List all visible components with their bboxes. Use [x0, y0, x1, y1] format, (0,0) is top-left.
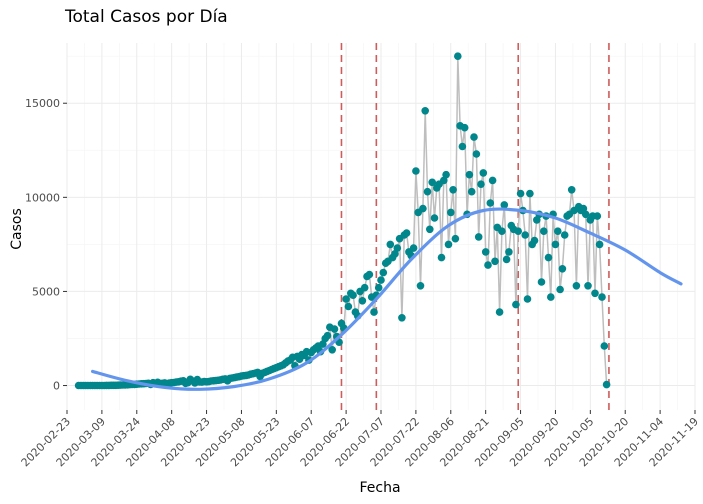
- data-point: [421, 107, 430, 115]
- data-point: [358, 297, 367, 305]
- connecting-line-layer: [78, 56, 608, 387]
- data-point: [349, 291, 357, 300]
- data-point: [595, 240, 604, 249]
- data-point: [502, 255, 511, 264]
- data-point: [498, 227, 506, 235]
- data-point: [523, 295, 532, 303]
- data-point: [444, 240, 453, 249]
- y-axis: 0 5000 10000 15000: [25, 97, 67, 393]
- data-point: [416, 282, 425, 290]
- data-point: [330, 325, 339, 333]
- data-point: [495, 308, 504, 316]
- data-point: [481, 248, 490, 256]
- data-point: [547, 293, 555, 301]
- y-tick-label: 5000: [32, 285, 60, 298]
- data-point: [391, 250, 399, 258]
- data-point: [544, 253, 553, 262]
- data-point: [454, 52, 462, 60]
- data-point: [602, 380, 611, 389]
- data-point: [423, 187, 432, 196]
- data-point: [505, 248, 513, 256]
- data-point: [449, 186, 457, 194]
- data-point: [447, 208, 455, 217]
- data-point: [365, 270, 374, 279]
- data-point: [526, 189, 534, 198]
- data-point: [342, 295, 350, 303]
- y-tick-label: 15000: [25, 97, 60, 110]
- data-point: [419, 204, 427, 213]
- data-point: [572, 282, 581, 290]
- connecting-line: [78, 56, 608, 387]
- data-point: [593, 212, 602, 220]
- data-point: [430, 214, 439, 222]
- data-point: [465, 170, 474, 179]
- data-point: [360, 283, 369, 292]
- data-point: [393, 244, 402, 252]
- data-point: [554, 227, 562, 235]
- data-point: [537, 278, 546, 286]
- x-axis: 2020-02-232020-03-092020-03-242020-04-08…: [19, 410, 701, 469]
- data-point: [323, 331, 332, 340]
- data-point: [370, 308, 378, 316]
- vertical-reference-lines: [340, 43, 610, 410]
- y-tick-label: 0: [53, 380, 60, 393]
- data-point: [426, 225, 434, 234]
- data-point: [477, 180, 485, 188]
- data-point: [486, 199, 495, 207]
- data-point: [600, 342, 609, 350]
- data-point: [474, 233, 483, 241]
- data-point: [500, 201, 509, 209]
- data-point: [412, 167, 420, 175]
- data-point: [551, 240, 560, 249]
- y-tick-label: 10000: [25, 191, 60, 204]
- grid: [66, 43, 696, 410]
- data-point: [460, 123, 469, 132]
- data-point: [440, 176, 448, 185]
- smooth-curve-layer: [91, 207, 683, 391]
- data-point: [344, 302, 353, 311]
- data-point: [584, 282, 592, 290]
- data-point: [458, 142, 467, 151]
- data-point: [579, 204, 588, 213]
- data-point: [591, 289, 599, 298]
- data-point: [428, 178, 437, 187]
- data-point: [328, 346, 337, 354]
- data-point: [560, 231, 569, 239]
- data-point: [479, 169, 488, 177]
- data-point: [402, 229, 411, 237]
- data-point: [567, 186, 576, 194]
- data-point: [556, 285, 564, 294]
- data-point: [374, 283, 383, 292]
- data-point: [558, 265, 567, 273]
- data-point: [386, 240, 395, 249]
- data-point: [467, 187, 476, 196]
- data-point: [598, 293, 606, 301]
- chart-title: Total Casos por Día: [64, 7, 228, 27]
- data-points: [74, 52, 611, 390]
- y-axis-title: Casos: [9, 208, 25, 250]
- data-point: [409, 244, 418, 252]
- data-point: [521, 231, 529, 239]
- data-point: [530, 236, 539, 245]
- data-point: [514, 227, 522, 235]
- data-point: [516, 189, 525, 198]
- data-point: [470, 133, 478, 141]
- x-axis-title: Fecha: [359, 480, 400, 496]
- data-point: [484, 261, 492, 269]
- data-point: [540, 227, 548, 235]
- data-point: [451, 234, 460, 243]
- data-point: [398, 314, 406, 322]
- data-point: [581, 210, 590, 219]
- data-point: [442, 170, 450, 179]
- data-point: [488, 176, 497, 185]
- data-point: [491, 257, 499, 266]
- data-point: [377, 276, 385, 284]
- data-point: [437, 253, 446, 262]
- data-point: [512, 300, 520, 309]
- smooth-curve: [91, 207, 683, 391]
- data-point: [472, 150, 481, 158]
- data-point: [379, 268, 388, 277]
